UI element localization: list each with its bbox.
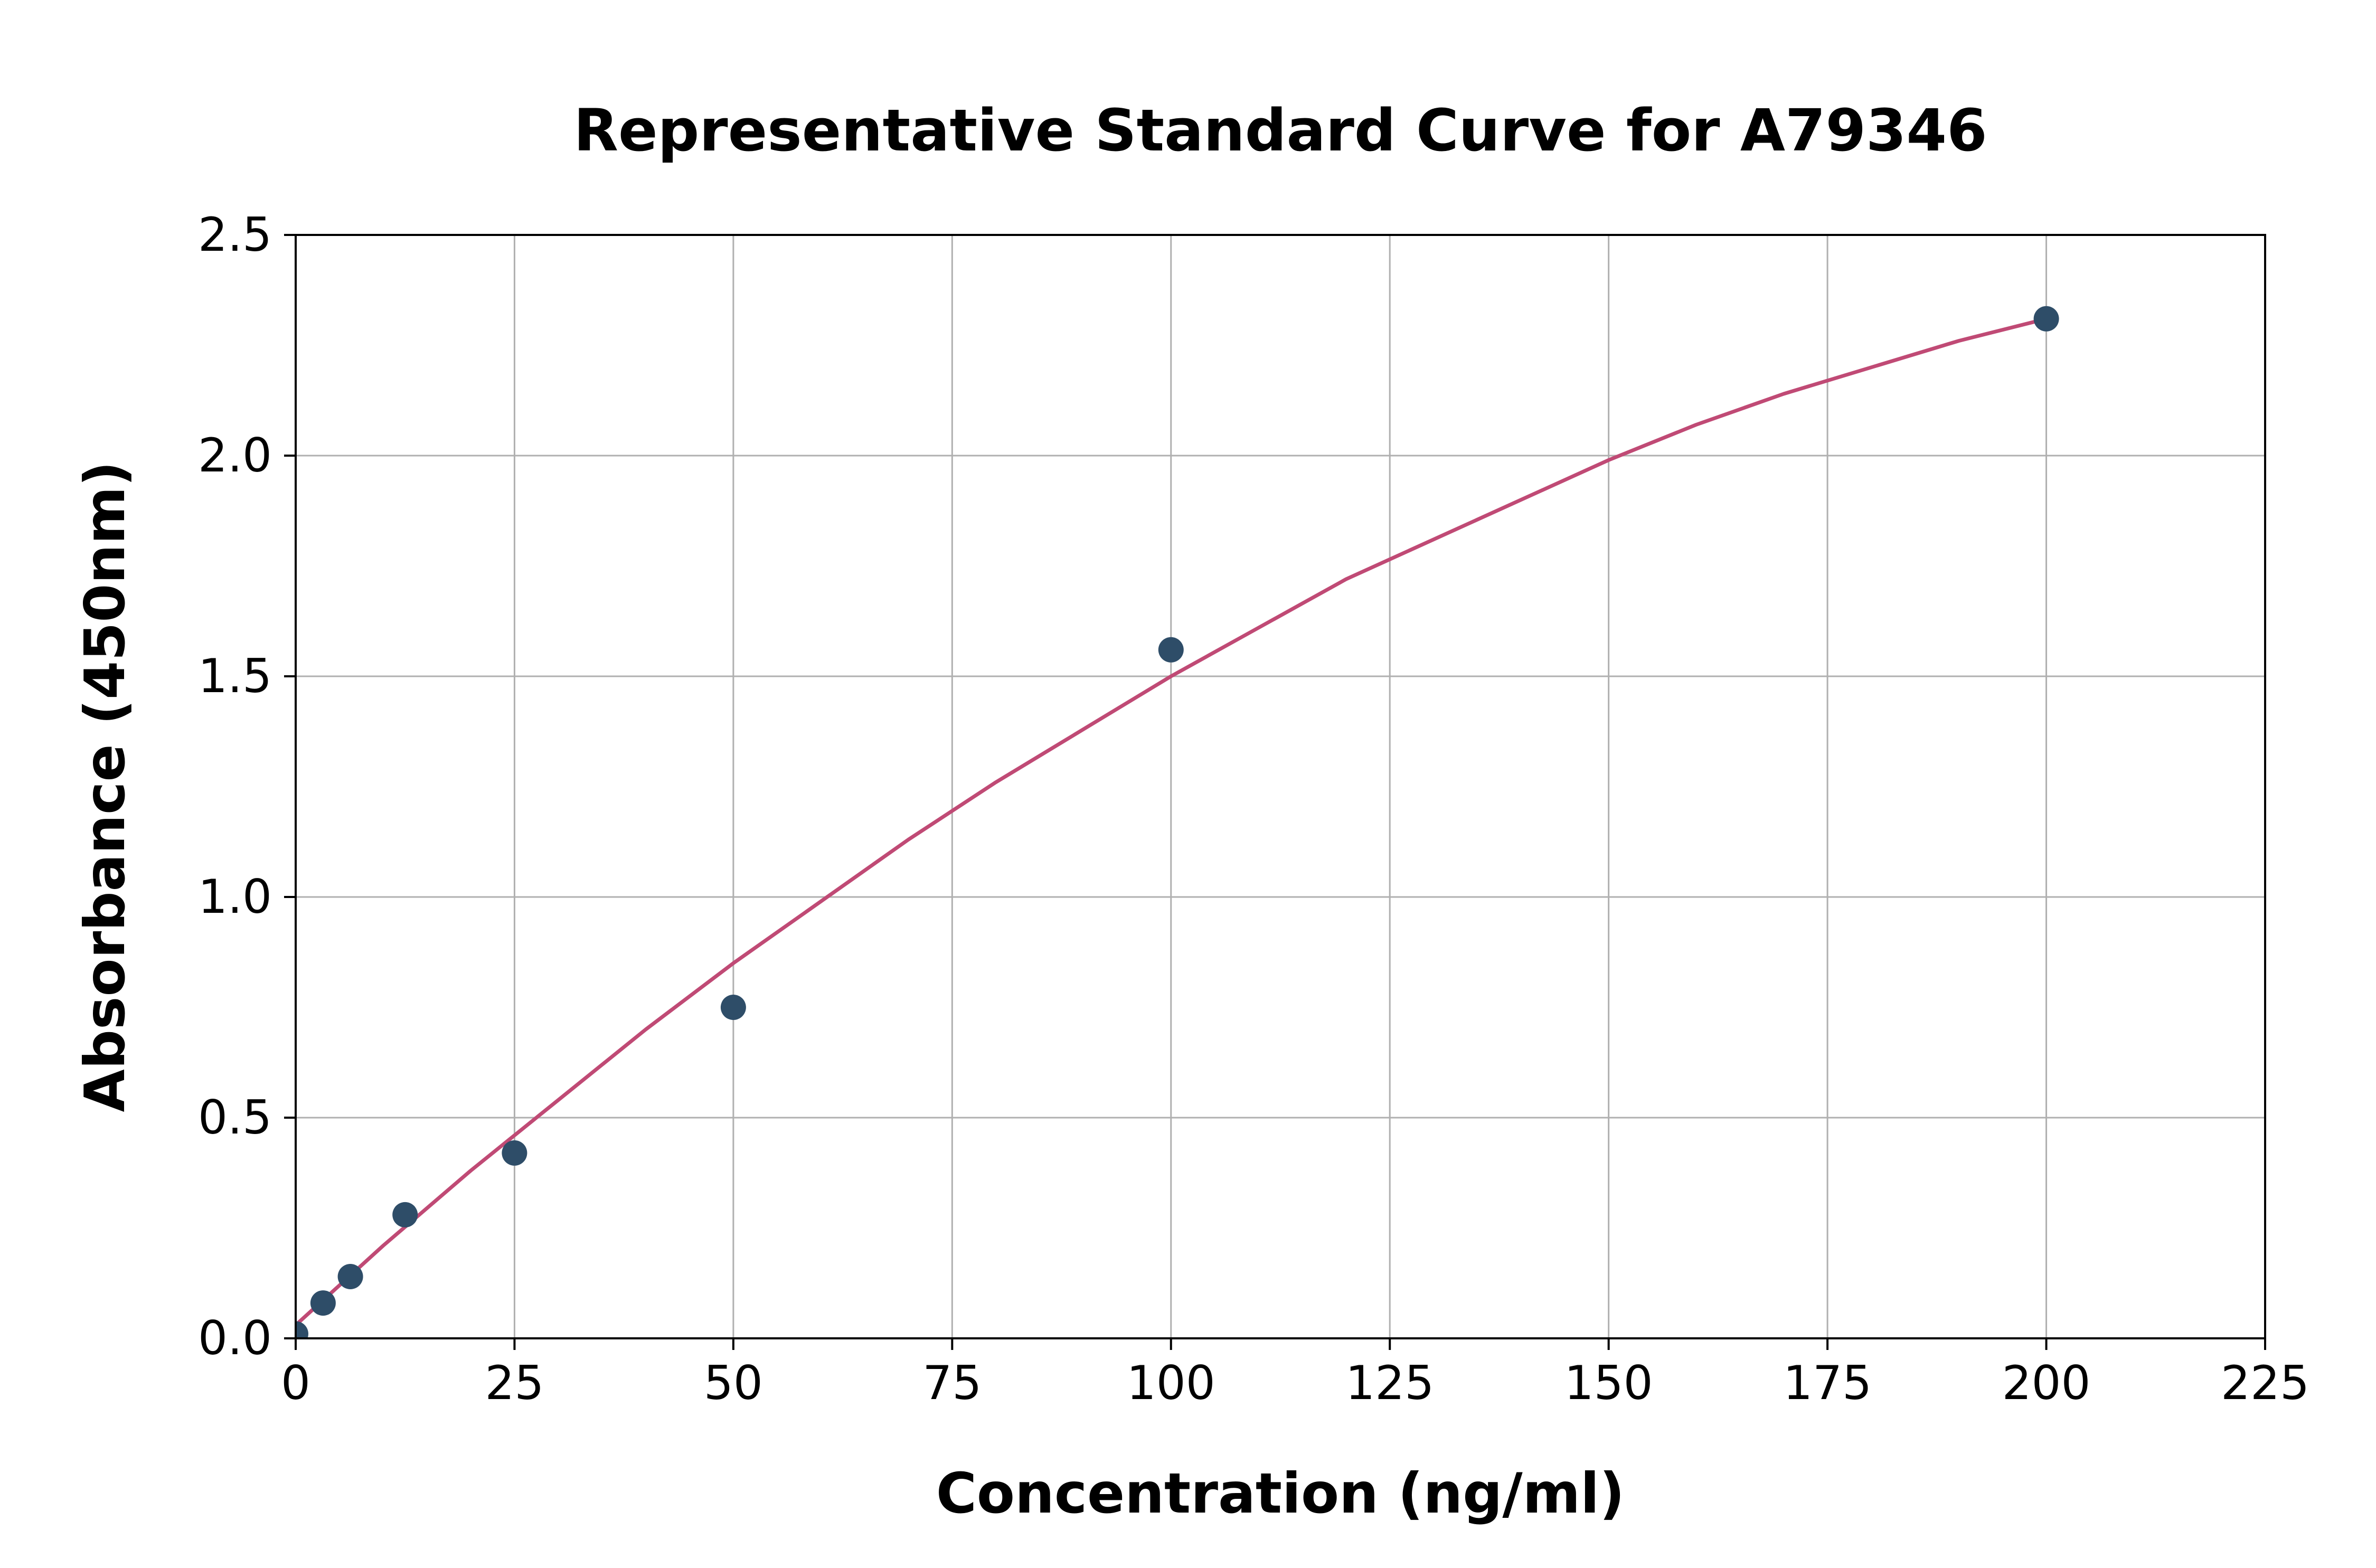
tick-layer: 0 25 50 75 100 125 150 175 200 225 0.0 0.5 1.0 1.5 2.0… (198, 207, 2309, 1410)
data-point (2033, 306, 2059, 332)
data-point (1158, 637, 1184, 663)
series-layer (296, 306, 2059, 1338)
x-tick-label: 125 (1345, 1356, 1434, 1410)
x-tick-label: 225 (2221, 1356, 2309, 1410)
y-tick-label: 1.5 (198, 649, 272, 703)
y-axis-label: Absorbance (450nm) (73, 461, 137, 1112)
x-axis-label: Concentration (ng/ml) (936, 1461, 1625, 1526)
data-point (502, 1140, 527, 1166)
data-point (392, 1202, 418, 1227)
y-tick-label: 2.0 (198, 428, 272, 483)
fitted-curve (296, 317, 2049, 1327)
x-tick-label: 200 (2002, 1356, 2091, 1410)
data-point (337, 1264, 363, 1289)
y-tick-label: 2.5 (198, 207, 272, 262)
x-tick-label: 75 (922, 1356, 982, 1410)
x-tick-label: 0 (281, 1356, 310, 1410)
x-tick-label: 100 (1127, 1356, 1215, 1410)
y-tick-label: 0.0 (198, 1311, 272, 1365)
x-tick-label: 50 (704, 1356, 763, 1410)
x-tick-label: 175 (1783, 1356, 1872, 1410)
y-tick-label: 1.0 (198, 870, 272, 924)
data-point (296, 1321, 308, 1338)
x-tick-label: 150 (1564, 1356, 1653, 1410)
grid-layer (295, 234, 2266, 1339)
plot-border (295, 234, 2266, 1339)
x-tick-label: 25 (485, 1356, 544, 1410)
y-tick-label: 0.5 (198, 1090, 272, 1145)
data-point (310, 1290, 336, 1316)
data-point (720, 995, 746, 1020)
chart-title: Representative Standard Curve for A79346 (573, 97, 1987, 164)
